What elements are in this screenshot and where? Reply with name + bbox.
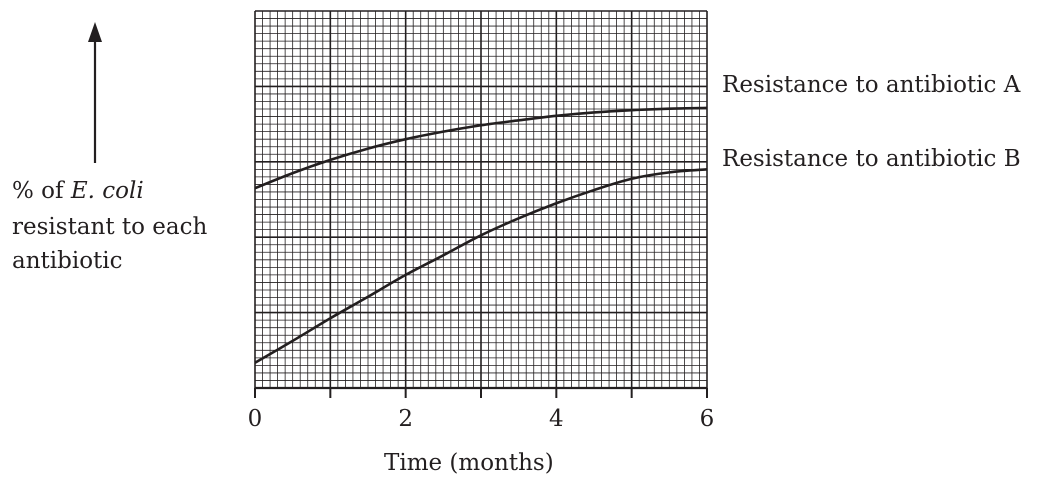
x-tick-label: 4 xyxy=(549,406,564,432)
y-axis-label-line1: % of E. coli xyxy=(12,176,144,206)
arrow-head xyxy=(88,22,102,42)
y-axis-label-line3: antibiotic xyxy=(12,248,123,274)
x-tick-label: 2 xyxy=(398,406,413,432)
series-lines xyxy=(254,106,708,364)
y-axis-arrow xyxy=(88,22,102,163)
x-tick-label: 6 xyxy=(700,406,715,432)
x-tick-label: 0 xyxy=(248,406,263,432)
series-line-b xyxy=(254,168,708,364)
y-axis-label-italic: E. coli xyxy=(70,178,144,204)
series-line-a xyxy=(254,106,708,190)
x-axis-label: Time (months) xyxy=(384,450,554,476)
y-axis-label-line2: resistant to each xyxy=(12,214,208,240)
x-axis xyxy=(254,386,708,398)
series-label-b: Resistance to antibiotic B xyxy=(722,146,1021,172)
series-label-a: Resistance to antibiotic A xyxy=(722,72,1021,98)
x-ticks: 0 2 4 6 xyxy=(248,406,715,432)
y-axis-label-prefix: % of xyxy=(12,178,71,204)
